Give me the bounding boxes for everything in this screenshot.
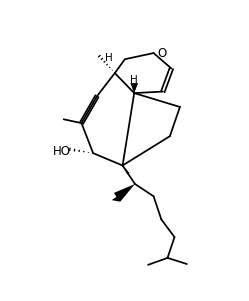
Text: H: H [130,75,138,85]
Polygon shape [130,83,138,93]
Text: O: O [157,47,167,60]
Polygon shape [112,184,135,202]
Text: H: H [105,53,113,63]
Text: HO: HO [53,145,71,158]
Polygon shape [114,184,135,198]
